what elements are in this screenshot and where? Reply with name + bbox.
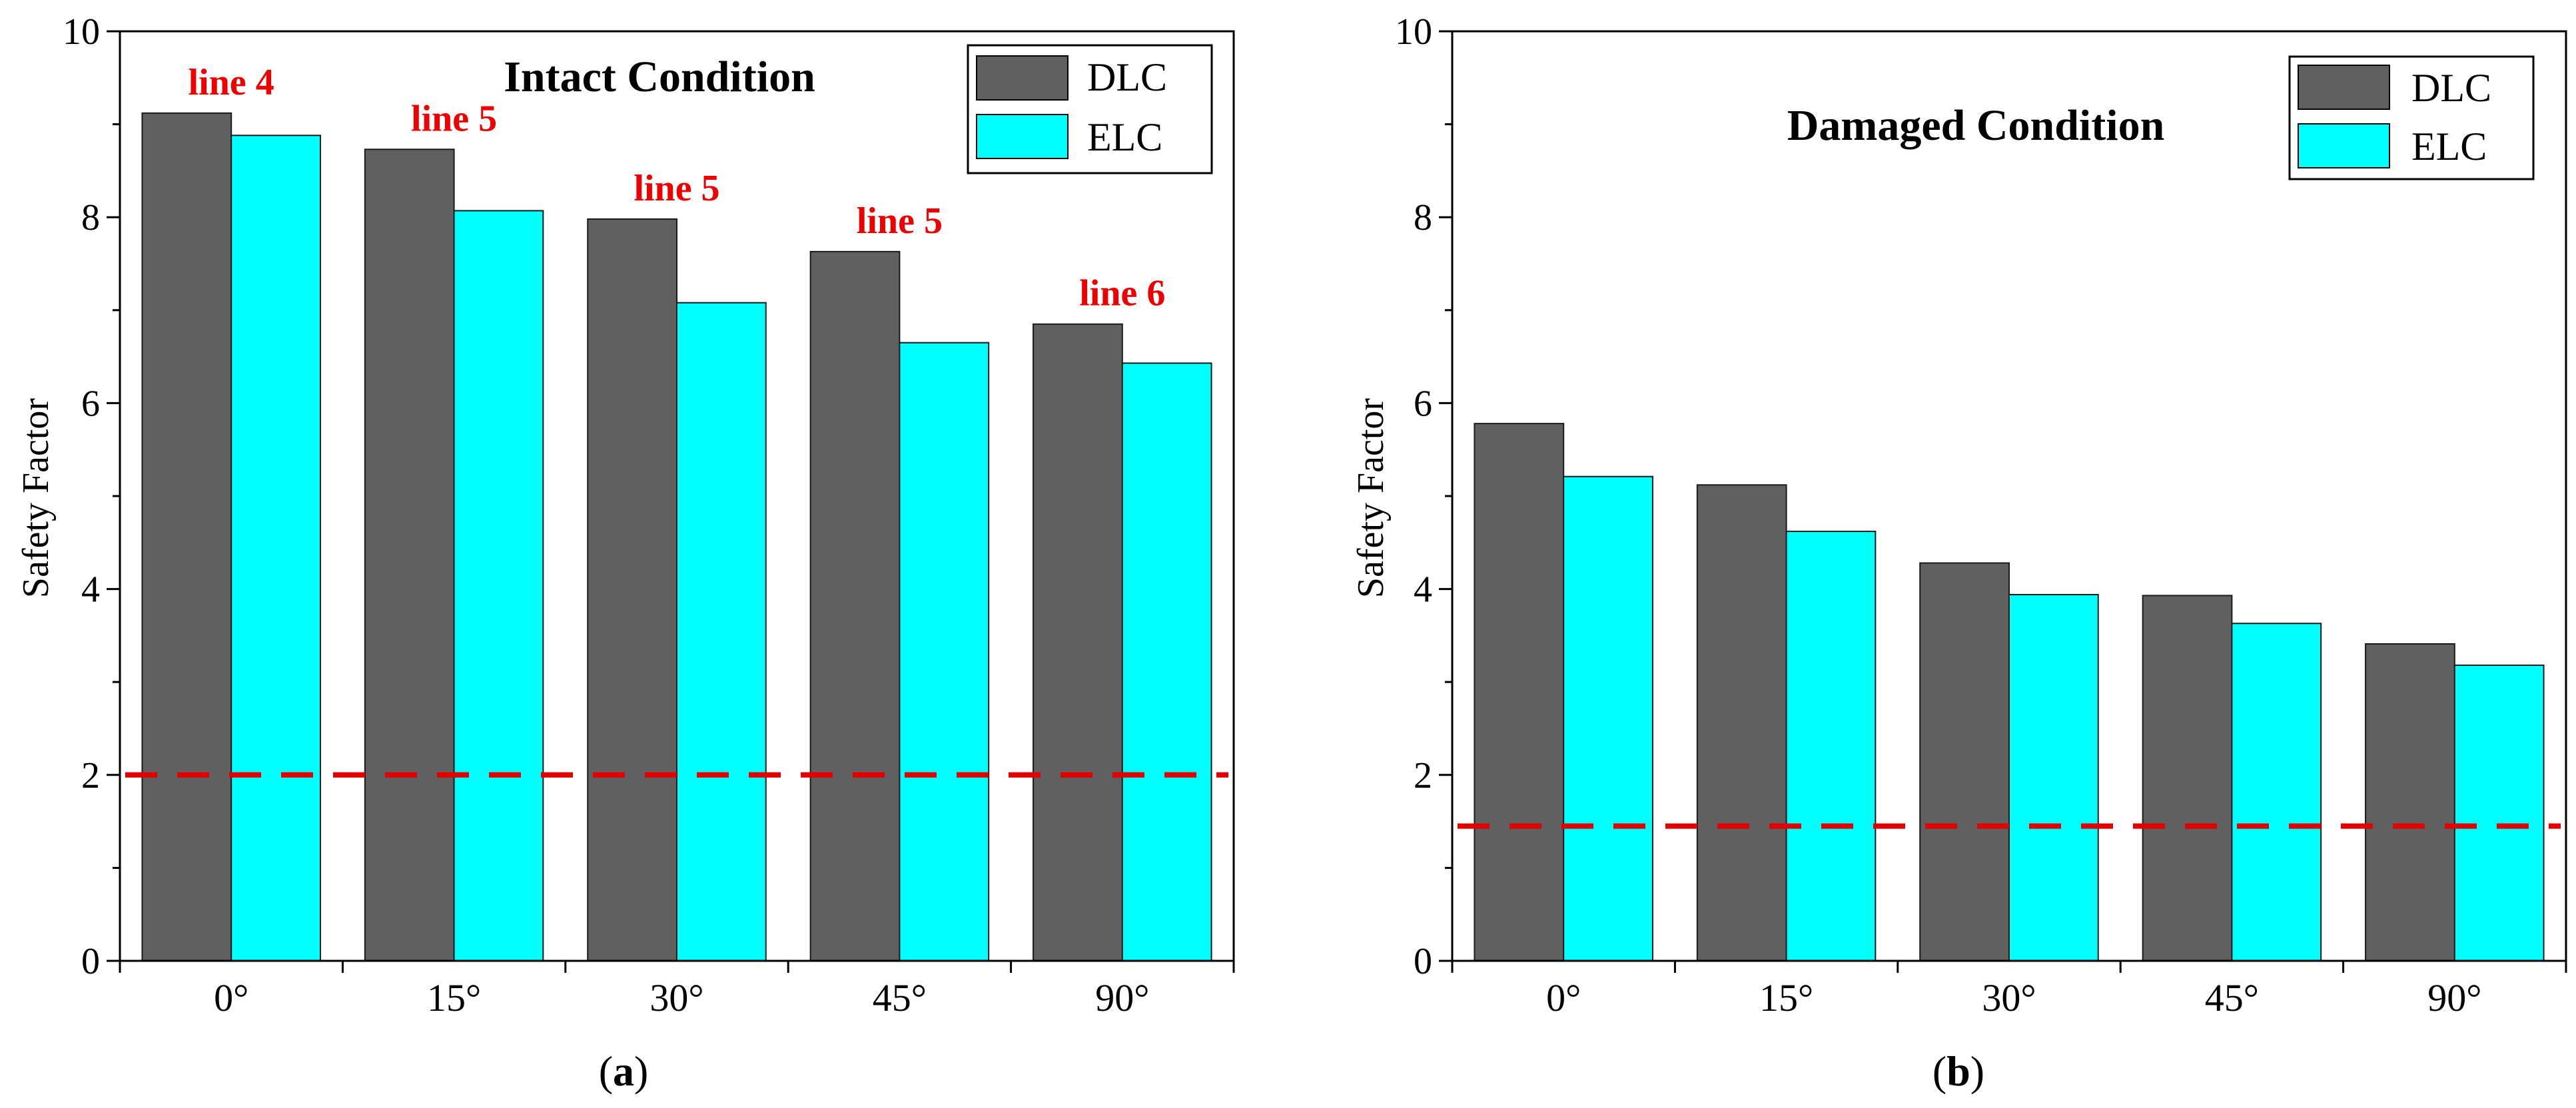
x-tick-label: 45° [873,976,927,1019]
legend-swatch-elc [976,114,1069,159]
x-tick-label: 15° [1759,976,1813,1019]
legend-swatch-dlc [2298,65,2390,110]
legend-label-dlc: DLC [1087,55,1167,99]
bar-annotation: line 5 [634,168,719,209]
bar-elc-3 [899,342,990,962]
y-axis-label: Safety Factor [15,398,57,598]
chart-title: Damaged Condition [1787,101,2165,150]
legend-label-elc: ELC [1087,115,1162,159]
bar-dlc-4 [2365,643,2455,962]
y-tick-label: 10 [1395,11,1432,53]
panel-label-letter: a [613,1047,634,1095]
y-tick-label: 6 [81,383,100,424]
legend-label-elc: ELC [2411,125,2487,168]
y-axis-label: Safety Factor [1350,398,1392,598]
x-tick-label: 30° [649,976,703,1019]
y-tick-label: 8 [81,197,100,238]
legend: DLC ELC [2288,55,2535,180]
x-tick-label: 15° [427,976,481,1019]
bar-dlc-3 [2142,595,2233,962]
y-tick-label: 0 [81,941,100,982]
x-tick-label: 0° [214,976,248,1019]
bar-elc-0 [230,135,321,962]
y-tick-label: 8 [1414,197,1432,238]
legend-label-dlc: DLC [2411,66,2491,110]
bar-elc-1 [1785,531,1877,962]
legend-swatch-elc [2298,123,2390,168]
panel-label: (b) [1932,1047,1984,1095]
y-tick-label: 10 [63,11,100,53]
bar-annotation: line 6 [1079,273,1165,314]
bar-elc-1 [453,210,544,962]
legend: DLC ELC [967,44,1213,174]
chart-panel-b: Damaged Condition Safety Factor (b) DLC … [1350,11,2567,1095]
bar-dlc-2 [587,218,677,962]
x-tick-label: 90° [1095,976,1149,1019]
bar-elc-2 [676,302,767,962]
bar-dlc-4 [1033,323,1123,962]
x-tick-label: 30° [1982,976,2036,1019]
legend-swatch-dlc [976,55,1069,101]
x-tick-label: 45° [2205,976,2259,1019]
bar-elc-0 [1563,475,1653,962]
bar-elc-3 [2231,623,2322,962]
y-tick-label: 4 [1414,569,1432,611]
bar-elc-4 [1121,362,1212,962]
chart-title: Intact Condition [504,53,815,101]
x-tick-label: 90° [2427,976,2481,1019]
y-tick-label: 6 [1414,383,1432,424]
bar-elc-2 [2008,593,2099,962]
y-tick-label: 0 [1414,941,1432,982]
bar-dlc-0 [141,112,232,962]
bar-dlc-1 [1696,484,1787,962]
bar-dlc-3 [809,250,901,962]
bar-elc-4 [2453,665,2545,962]
y-tick-label: 2 [1414,755,1432,796]
bar-annotation: line 5 [857,200,943,242]
bar-dlc-1 [364,148,455,962]
bar-annotation: line 4 [189,62,274,103]
y-tick-label: 2 [81,755,100,796]
bar-dlc-0 [1474,423,1565,962]
x-tick-label: 0° [1546,976,1581,1019]
panel-label: (a) [599,1047,649,1095]
y-tick-label: 4 [81,569,100,611]
bar-dlc-2 [1919,562,2010,962]
chart-panel-a: Intact Condition Safety Factor (a) DLC E… [15,11,1235,1095]
bar-annotation: line 5 [411,98,497,139]
panel-label-letter: b [1946,1047,1970,1095]
